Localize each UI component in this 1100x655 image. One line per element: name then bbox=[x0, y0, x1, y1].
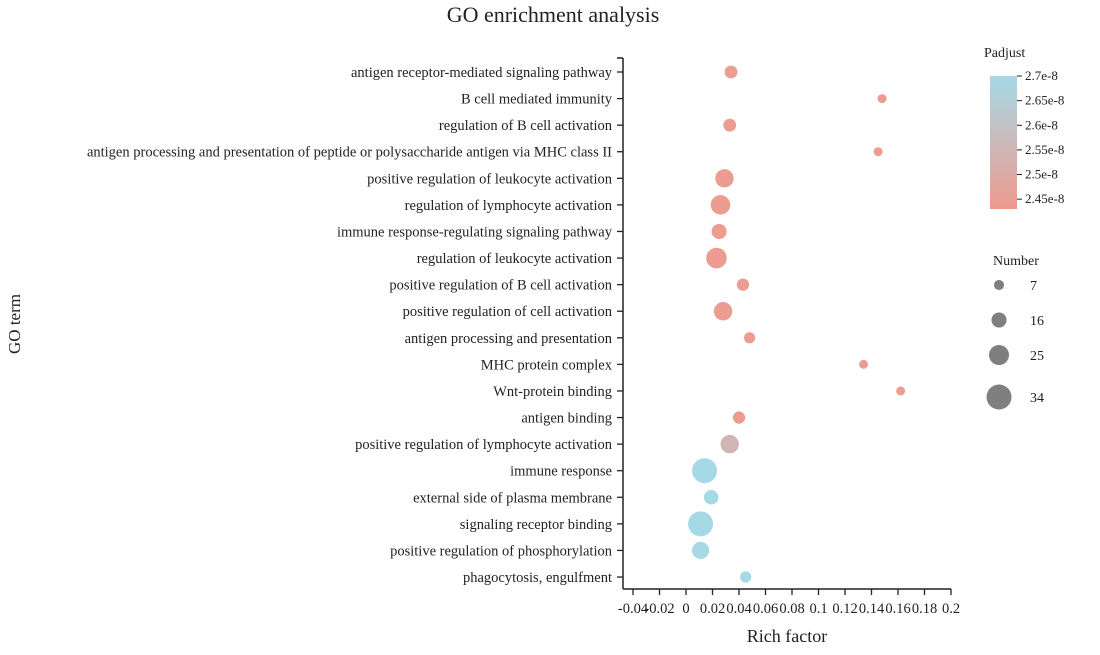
y-tick-label: positive regulation of B cell activation bbox=[389, 278, 612, 294]
y-tick-label: immune response-regulating signaling pat… bbox=[337, 224, 613, 240]
size-legend-circle bbox=[988, 344, 1010, 366]
x-tick-label: 0.04 bbox=[726, 601, 752, 617]
data-point bbox=[732, 411, 746, 424]
x-tick-label: 0.2 bbox=[942, 601, 960, 617]
y-tick-label: antigen processing and presentation of p… bbox=[87, 145, 612, 161]
data-point bbox=[724, 65, 738, 79]
size-legend-circle bbox=[993, 279, 1005, 291]
data-point bbox=[723, 118, 737, 132]
y-tick-label: regulation of lymphocyte activation bbox=[405, 198, 613, 214]
color-legend: Padjust 2.7e-8 2.65e-8 2.6e-8 2.55e-8 2.5e-8… bbox=[984, 46, 1064, 209]
y-tick-label: positive regulation of cell activation bbox=[403, 304, 613, 320]
data-point bbox=[691, 541, 710, 560]
data-point bbox=[710, 195, 731, 215]
y-tick-label: phagocytosis, engulfment bbox=[463, 570, 612, 586]
y-tick-label: B cell mediated immunity bbox=[461, 92, 613, 108]
data-point bbox=[877, 94, 887, 104]
size-legend-label: 7 bbox=[1030, 279, 1037, 294]
color-legend-label: 2.5e-8 bbox=[1025, 167, 1058, 182]
data-point bbox=[736, 278, 750, 291]
y-axis-label: GO term bbox=[5, 294, 24, 354]
x-tick-label: 0 bbox=[682, 601, 689, 617]
y-tick-label: external side of plasma membrane bbox=[413, 490, 612, 506]
data-point bbox=[711, 223, 727, 240]
data-point bbox=[692, 458, 718, 484]
x-tick-label: 0.1 bbox=[809, 601, 827, 617]
y-tick-label: Wnt-protein binding bbox=[493, 384, 612, 400]
x-tick-label: 0.02 bbox=[700, 601, 725, 617]
y-tick-label: antigen processing and presentation bbox=[405, 331, 613, 347]
x-tick-label: 0.16 bbox=[885, 601, 910, 617]
data-point bbox=[859, 359, 869, 369]
x-tick-label: 0.08 bbox=[779, 601, 804, 617]
color-legend-label: 2.7e-8 bbox=[1025, 68, 1058, 83]
color-legend-title: Padjust bbox=[984, 46, 1025, 61]
x-tick-label: -0.02 bbox=[644, 601, 674, 617]
color-legend-bar bbox=[990, 76, 1017, 209]
y-tick-label: positive regulation of lymphocyte activa… bbox=[355, 437, 613, 453]
y-tick-label: positive regulation of leukocyte activat… bbox=[367, 171, 613, 187]
y-tick-label: regulation of leukocyte activation bbox=[417, 251, 613, 267]
size-legend-title: Number bbox=[993, 254, 1039, 269]
size-legend: Number 7 16 25 34 bbox=[986, 254, 1044, 410]
size-legend-label: 34 bbox=[1030, 391, 1044, 406]
color-legend-label: 2.65e-8 bbox=[1025, 93, 1064, 108]
x-axis-label: Rich factor bbox=[747, 626, 827, 646]
x-tick-label: 0.18 bbox=[912, 601, 937, 617]
data-point bbox=[896, 386, 906, 396]
x-tick-label: -0.04 bbox=[618, 601, 649, 617]
y-tick-label: immune response bbox=[510, 464, 612, 480]
color-legend-label: 2.6e-8 bbox=[1025, 117, 1058, 132]
x-tick-label: 0.14 bbox=[859, 601, 885, 617]
color-legend-label: 2.55e-8 bbox=[1025, 142, 1064, 157]
data-point bbox=[743, 332, 756, 344]
data-point bbox=[688, 511, 714, 537]
data-point bbox=[873, 147, 883, 157]
data-point bbox=[740, 571, 752, 583]
y-tick-label: positive regulation of phosphorylation bbox=[390, 543, 613, 559]
y-tick-label: signaling receptor binding bbox=[460, 517, 612, 533]
size-legend-circle bbox=[991, 312, 1007, 328]
y-tick-label: MHC protein complex bbox=[481, 357, 613, 373]
chart-title: GO enrichment analysis bbox=[447, 2, 660, 27]
data-point bbox=[720, 434, 739, 454]
data-point bbox=[703, 490, 719, 505]
color-legend-label: 2.45e-8 bbox=[1025, 191, 1064, 206]
size-legend-circle bbox=[986, 384, 1012, 410]
x-tick-label: 0.06 bbox=[753, 601, 778, 617]
data-point bbox=[713, 302, 733, 321]
data-point bbox=[706, 247, 727, 269]
y-tick-label: antigen receptor-mediated signaling path… bbox=[351, 65, 613, 81]
y-tick-label: antigen binding bbox=[521, 411, 612, 427]
plot-area: antigen receptor-mediated signaling path… bbox=[87, 57, 960, 617]
x-tick-label: 0.12 bbox=[832, 601, 857, 617]
y-tick-label: regulation of B cell activation bbox=[439, 118, 613, 134]
data-point bbox=[715, 169, 734, 188]
size-legend-label: 25 bbox=[1030, 349, 1044, 364]
size-legend-label: 16 bbox=[1030, 314, 1044, 329]
